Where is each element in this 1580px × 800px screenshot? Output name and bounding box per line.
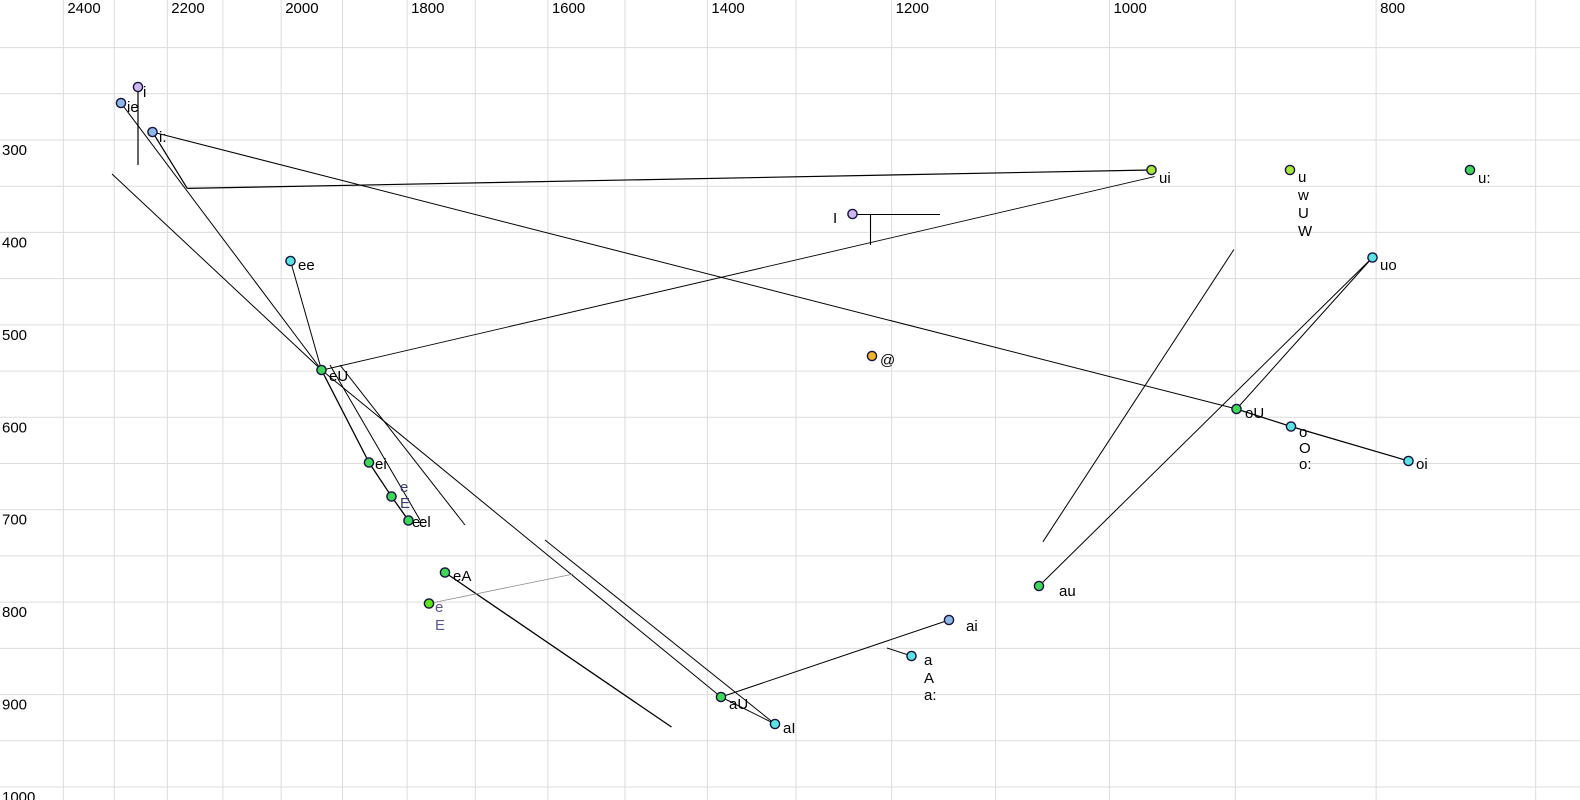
svg-text:ai: ai <box>966 618 978 635</box>
svg-text:A: A <box>924 670 934 687</box>
svg-text:E: E <box>400 495 410 512</box>
svg-text:au: au <box>1059 583 1076 600</box>
svg-text:ui: ui <box>1159 170 1171 187</box>
svg-text:w: w <box>1297 187 1309 204</box>
svg-text:u:: u: <box>1478 170 1491 187</box>
svg-text:300: 300 <box>2 142 27 159</box>
svg-text:oi: oi <box>1416 456 1428 473</box>
svg-text:ee: ee <box>298 257 315 274</box>
svg-text:2200: 2200 <box>171 0 204 17</box>
svg-text:E: E <box>435 617 445 634</box>
svg-text:900: 900 <box>2 697 27 714</box>
svg-text:oU: oU <box>1245 405 1264 422</box>
svg-text:O: O <box>1299 440 1311 457</box>
svg-text:e: e <box>435 599 443 616</box>
svg-text:2400: 2400 <box>67 0 100 17</box>
svg-text:500: 500 <box>2 327 27 344</box>
svg-text:600: 600 <box>2 419 27 436</box>
svg-text:uo: uo <box>1380 257 1397 274</box>
svg-text:1200: 1200 <box>896 0 929 17</box>
svg-text:800: 800 <box>1380 0 1405 17</box>
svg-text:1000: 1000 <box>1113 0 1146 17</box>
svg-text:ei: ei <box>375 456 387 473</box>
svg-text:800: 800 <box>2 604 27 621</box>
svg-text:2000: 2000 <box>285 0 318 17</box>
svg-text:a: a <box>924 652 933 669</box>
svg-text:400: 400 <box>2 234 27 251</box>
svg-text:@: @ <box>880 352 895 369</box>
svg-text:u: u <box>1298 169 1306 186</box>
svg-text:1000: 1000 <box>2 789 35 800</box>
svg-text:el: el <box>419 514 431 531</box>
svg-text:i: i <box>143 84 146 101</box>
svg-text:1600: 1600 <box>552 0 585 17</box>
svg-text:e: e <box>400 479 408 496</box>
svg-text:i:: i: <box>159 129 167 146</box>
svg-text:eA: eA <box>453 568 471 585</box>
svg-text:eU: eU <box>329 368 348 385</box>
svg-text:a:: a: <box>924 687 937 704</box>
svg-text:700: 700 <box>2 512 27 529</box>
svg-text:ie: ie <box>127 99 139 116</box>
svg-text:o:: o: <box>1299 456 1312 473</box>
svg-text:1800: 1800 <box>411 0 444 17</box>
svg-text:I: I <box>833 210 837 227</box>
svg-text:1400: 1400 <box>711 0 744 17</box>
svg-text:U: U <box>1298 205 1309 222</box>
svg-text:aI: aI <box>783 720 796 737</box>
svg-text:o: o <box>1299 424 1307 441</box>
svg-text:W: W <box>1298 223 1313 240</box>
svg-text:aU: aU <box>729 696 748 713</box>
